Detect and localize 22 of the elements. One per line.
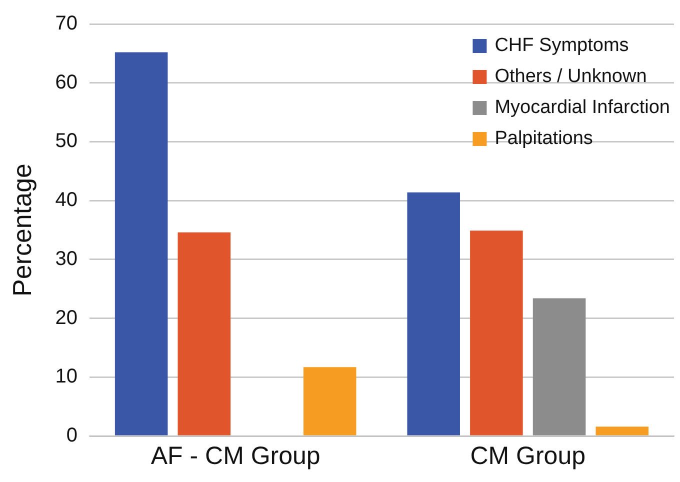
y-tick-label: 50 bbox=[55, 130, 78, 152]
legend-label: Others / Unknown bbox=[494, 66, 647, 88]
y-tick-label: 20 bbox=[55, 306, 78, 329]
x-tick-label: CM Group bbox=[470, 442, 586, 470]
x-tick-label: AF - CM Group bbox=[150, 442, 320, 470]
bar bbox=[303, 367, 356, 436]
bar bbox=[114, 52, 168, 436]
y-tick-label: 10 bbox=[55, 366, 78, 388]
bar bbox=[407, 192, 460, 436]
bar bbox=[596, 426, 649, 436]
y-tick-label: 60 bbox=[55, 71, 78, 94]
y-tick-label: 70 bbox=[55, 12, 78, 35]
legend-label: CHF Symptoms bbox=[494, 35, 629, 56]
y-tick-label: 30 bbox=[55, 248, 78, 270]
bar bbox=[470, 230, 523, 436]
bar bbox=[532, 298, 586, 436]
bar bbox=[178, 232, 231, 436]
y-axis-title: Percentage bbox=[6, 164, 37, 296]
y-tick-label: 0 bbox=[66, 424, 78, 447]
legend-label: Palpitations bbox=[494, 128, 593, 150]
y-tick-label: 40 bbox=[55, 189, 78, 212]
legend-label: Myocardial Infarction bbox=[494, 97, 670, 118]
